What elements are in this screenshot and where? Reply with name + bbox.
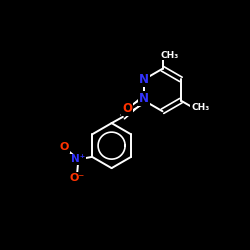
Text: O: O [60, 142, 69, 152]
Text: N: N [139, 92, 149, 104]
Text: N⁺: N⁺ [71, 154, 86, 164]
Text: CH₃: CH₃ [191, 103, 210, 112]
Text: CH₃: CH₃ [161, 50, 179, 59]
Text: N: N [139, 73, 149, 86]
Text: O: O [122, 102, 132, 114]
Text: O⁻: O⁻ [70, 172, 85, 182]
